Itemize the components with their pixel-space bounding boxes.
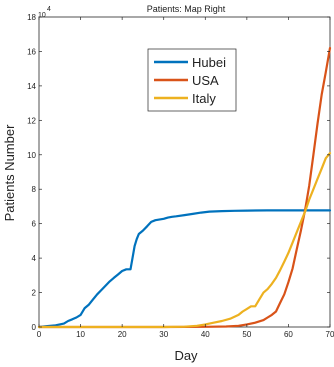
x-tick-label: 50 bbox=[242, 330, 251, 339]
legend-entry-usa: USA bbox=[192, 73, 219, 88]
ticks-layer: 0 10 20 30 40 50 60 70 0 2 4 6 8 10 12 14 16 18 bbox=[27, 13, 334, 339]
legend-entry-italy: Italy bbox=[192, 91, 216, 106]
y-tick-label: 16 bbox=[27, 47, 36, 56]
y-axis-label: Patients Number bbox=[2, 124, 17, 221]
x-tick-label: 60 bbox=[284, 330, 293, 339]
y-tick-label: 2 bbox=[32, 289, 37, 298]
x-tick-label: 0 bbox=[37, 330, 42, 339]
chart-title: Patients: Map Right bbox=[147, 4, 226, 14]
x-tick-label: 30 bbox=[159, 330, 168, 339]
legend: Hubei USA Italy bbox=[147, 48, 237, 112]
y-tick-label: 18 bbox=[27, 13, 36, 22]
y-tick-label: 12 bbox=[27, 116, 36, 125]
y-tick-label: 10 bbox=[27, 151, 36, 160]
y-tick-label: 4 bbox=[32, 254, 37, 263]
legend-entry-hubei: Hubei bbox=[192, 55, 226, 70]
y-tick-label: 14 bbox=[27, 82, 36, 91]
x-tick-label: 70 bbox=[326, 330, 334, 339]
x-axis-label: Day bbox=[174, 348, 198, 363]
y-tick-label: 6 bbox=[32, 220, 37, 229]
y-exponent-power: 4 bbox=[47, 6, 51, 13]
series-line-hubei bbox=[37, 209, 332, 329]
x-tick-label: 40 bbox=[201, 330, 210, 339]
x-tick-label: 10 bbox=[76, 330, 85, 339]
series-layer bbox=[37, 46, 332, 329]
y-exponent-base: 10 bbox=[38, 12, 46, 19]
y-tick-label: 8 bbox=[32, 185, 37, 194]
x-tick-label: 20 bbox=[118, 330, 127, 339]
series-line-usa bbox=[37, 46, 332, 329]
series-line-italy bbox=[37, 152, 332, 329]
y-tick-label: 0 bbox=[32, 323, 37, 332]
